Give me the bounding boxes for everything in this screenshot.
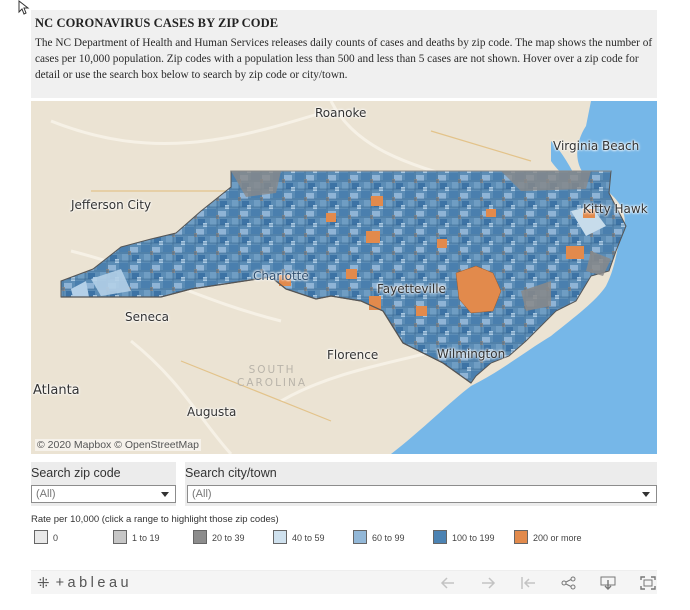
chevron-down-icon (642, 492, 650, 497)
city-label-jefferson-city: Jefferson City (71, 198, 152, 212)
revert-button[interactable] (517, 574, 539, 592)
state-label-south: SOUTH (248, 364, 296, 376)
chevron-down-icon (161, 492, 169, 497)
legend-label: 1 to 19 (132, 533, 160, 543)
share-button[interactable] (558, 574, 580, 592)
city-label-florence: Florence (327, 348, 379, 362)
zip-code-filter: Search zip code (All) (31, 462, 176, 506)
legend-items: 0 1 to 19 20 to 39 40 to 59 60 to 99 100… (31, 530, 657, 548)
legend-swatch (193, 530, 207, 544)
zip-filter-title: Search zip code (31, 466, 121, 480)
tableau-toolbar: ⁜ +ableau (31, 570, 657, 594)
redo-icon (482, 577, 496, 589)
undo-button[interactable] (437, 574, 459, 592)
city-label-fayetteville: Fayetteville (377, 282, 446, 296)
share-icon (561, 576, 576, 590)
city-label-atlanta: Atlanta (33, 383, 80, 398)
revert-icon (521, 577, 535, 589)
download-button[interactable] (597, 574, 619, 592)
legend-swatch (353, 530, 367, 544)
city-label-wilmington: Wilmington (437, 347, 506, 361)
redo-button[interactable] (477, 574, 499, 592)
tableau-mark-icon: ⁜ (37, 575, 50, 592)
legend-swatch (433, 530, 447, 544)
legend-label: 100 to 199 (452, 533, 495, 543)
zip-code-map[interactable]: Roanoke Virginia Beach Jefferson City Ki… (31, 101, 657, 454)
legend-swatch (273, 530, 287, 544)
zip-code-dropdown[interactable]: (All) (31, 485, 176, 503)
city-label-roanoke: Roanoke (315, 106, 367, 120)
legend-swatch (34, 530, 48, 544)
city-label-virginia-beach: Virginia Beach (553, 139, 640, 153)
tableau-logo[interactable]: ⁜ +ableau (37, 574, 132, 592)
legend-label: 40 to 59 (292, 533, 325, 543)
state-label-carolina: CAROLINA (237, 377, 308, 389)
city-label-seneca: Seneca (125, 310, 169, 324)
filters-bar: Search zip code (All) Search city/town (… (31, 462, 657, 506)
city-town-filter: Search city/town (All) (185, 462, 657, 506)
undo-icon (440, 577, 454, 589)
city-label-charlotte: Charlotte (253, 269, 309, 283)
download-icon (600, 576, 616, 590)
legend-swatch (514, 530, 528, 544)
rate-legend: Rate per 10,000 (click a range to highli… (31, 514, 657, 554)
legend-label: 200 or more (533, 533, 582, 543)
map-attribution[interactable]: © 2020 Mapbox © OpenStreetMap (35, 439, 201, 451)
legend-label: 0 (53, 533, 59, 543)
city-label-kitty-hawk: Kitty Hawk (583, 202, 648, 216)
city-label-augusta: Augusta (187, 405, 237, 419)
legend-label: 20 to 39 (212, 533, 245, 543)
legend-swatch (113, 530, 127, 544)
tableau-wordmark: +ableau (55, 575, 133, 591)
legend-title: Rate per 10,000 (click a range to highli… (31, 514, 279, 525)
page-title: NC CORONAVIRUS CASES BY ZIP CODE (35, 16, 279, 30)
page-description: The NC Department of Health and Human Se… (35, 37, 653, 81)
map-canvas[interactable] (31, 101, 657, 454)
legend-label: 60 to 99 (372, 533, 405, 543)
fullscreen-icon (640, 576, 656, 590)
state-label-south-carolina: SOUTH CAROLINA (237, 364, 307, 390)
zip-dropdown-value: (All) (36, 488, 56, 500)
mouse-cursor-icon (18, 0, 30, 15)
city-dropdown-value: (All) (192, 488, 212, 500)
fullscreen-button[interactable] (637, 574, 659, 592)
city-filter-title: Search city/town (185, 466, 277, 480)
city-town-dropdown[interactable]: (All) (187, 485, 657, 503)
dashboard-header: NC CORONAVIRUS CASES BY ZIP CODE The NC … (31, 10, 657, 98)
